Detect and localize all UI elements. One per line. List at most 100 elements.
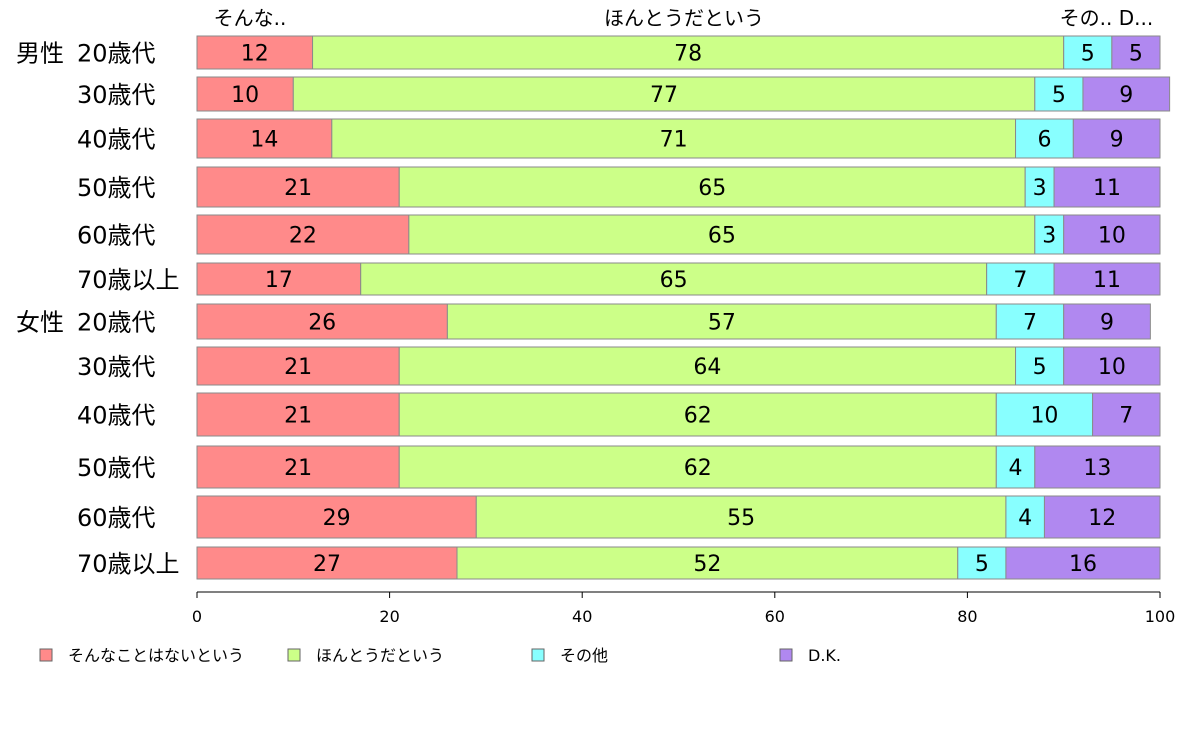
bar-segment bbox=[292, 76, 1036, 112]
bar-segment bbox=[1053, 262, 1161, 296]
data-label: 9 bbox=[1119, 83, 1133, 108]
bar-segment bbox=[1034, 445, 1161, 489]
bar-segment bbox=[196, 262, 362, 296]
bar-segment bbox=[196, 35, 314, 70]
data-label: 78 bbox=[674, 42, 702, 67]
bar-segment bbox=[1063, 214, 1161, 255]
group-label: 女性 bbox=[16, 309, 64, 337]
bar-segment bbox=[1015, 346, 1065, 386]
data-label: 27 bbox=[313, 552, 341, 577]
data-label: 12 bbox=[1088, 506, 1116, 531]
bar-segment bbox=[398, 392, 997, 437]
legend-swatch bbox=[39, 648, 53, 662]
data-label: 11 bbox=[1093, 176, 1121, 201]
data-label: 10 bbox=[1030, 404, 1058, 429]
data-label: 62 bbox=[684, 404, 712, 429]
data-label: 64 bbox=[693, 355, 721, 380]
bar-segment bbox=[475, 495, 1007, 539]
x-tick-label: 0 bbox=[192, 607, 202, 626]
data-label: 26 bbox=[308, 311, 336, 336]
row-label: 50歳代 bbox=[77, 454, 156, 482]
bar-segment bbox=[196, 76, 294, 112]
data-label: 4 bbox=[1018, 506, 1032, 531]
group-label: 男性 bbox=[16, 40, 64, 68]
data-label: 10 bbox=[1098, 355, 1126, 380]
row-label: 70歳以上 bbox=[77, 266, 180, 294]
bar-segment bbox=[196, 495, 477, 539]
row-label: 30歳代 bbox=[77, 353, 156, 381]
bar-segment bbox=[196, 214, 410, 255]
bar-segment bbox=[196, 303, 448, 340]
row-label: 70歳以上 bbox=[77, 550, 180, 578]
bar-segment bbox=[312, 35, 1065, 70]
data-label: 5 bbox=[975, 552, 989, 577]
data-label: 7 bbox=[1023, 311, 1037, 336]
data-label: 14 bbox=[250, 128, 278, 153]
legend-label: そんなことはないという bbox=[68, 646, 244, 665]
x-tick-label: 100 bbox=[1145, 607, 1176, 626]
data-label: 22 bbox=[289, 224, 317, 249]
data-label: 57 bbox=[708, 311, 736, 336]
top-label: D... bbox=[1119, 6, 1153, 30]
data-label: 21 bbox=[284, 355, 312, 380]
bar-segment bbox=[196, 546, 458, 580]
data-label: 6 bbox=[1037, 128, 1051, 153]
bar-segment bbox=[1072, 118, 1161, 159]
data-label: 11 bbox=[1093, 268, 1121, 293]
top-label: ほんとうだという bbox=[604, 6, 764, 30]
bar-segment bbox=[1063, 303, 1151, 340]
row-label: 30歳代 bbox=[77, 81, 156, 109]
top-label: その.. bbox=[1060, 6, 1113, 30]
data-label: 12 bbox=[241, 42, 269, 67]
legend-swatch bbox=[287, 648, 301, 662]
data-label: 7 bbox=[1013, 268, 1027, 293]
data-label: 3 bbox=[1033, 176, 1047, 201]
data-label: 9 bbox=[1100, 311, 1114, 336]
legend-swatch bbox=[779, 648, 793, 662]
bar-segment bbox=[398, 166, 1026, 208]
data-label: 7 bbox=[1119, 404, 1133, 429]
bar-segment bbox=[360, 262, 988, 296]
data-label: 13 bbox=[1083, 456, 1111, 481]
data-label: 3 bbox=[1042, 224, 1056, 249]
x-tick-label: 40 bbox=[572, 607, 592, 626]
data-label: 55 bbox=[727, 506, 755, 531]
bar-segment bbox=[1034, 76, 1084, 112]
x-tick-label: 60 bbox=[765, 607, 785, 626]
bar-segment bbox=[196, 166, 400, 208]
bar-segment bbox=[456, 546, 959, 580]
bar-segment bbox=[1063, 35, 1113, 70]
data-label: 4 bbox=[1009, 456, 1023, 481]
bar-segment bbox=[1053, 166, 1161, 208]
data-label: 5 bbox=[1033, 355, 1047, 380]
data-label: 21 bbox=[284, 404, 312, 429]
bar-segment bbox=[1034, 214, 1065, 255]
legend-label: ほんとうだという bbox=[316, 646, 444, 665]
data-label: 65 bbox=[708, 224, 736, 249]
data-label: 65 bbox=[698, 176, 726, 201]
data-label: 52 bbox=[693, 552, 721, 577]
legend-label: その他 bbox=[560, 646, 608, 665]
data-label: 65 bbox=[660, 268, 688, 293]
bar-segment bbox=[196, 445, 400, 489]
top-label: そんな.. bbox=[214, 6, 287, 30]
row-label: 60歳代 bbox=[77, 222, 156, 250]
data-label: 62 bbox=[684, 456, 712, 481]
row-label: 60歳代 bbox=[77, 504, 156, 532]
bar-segment bbox=[196, 346, 400, 386]
data-label: 29 bbox=[323, 506, 351, 531]
data-label: 71 bbox=[660, 128, 688, 153]
data-label: 21 bbox=[284, 456, 312, 481]
data-label: 5 bbox=[1081, 42, 1095, 67]
bar-segment bbox=[957, 546, 1007, 580]
row-label: 40歳代 bbox=[77, 402, 156, 430]
row-label: 50歳代 bbox=[77, 174, 156, 202]
x-tick-label: 20 bbox=[379, 607, 399, 626]
row-label: 20歳代 bbox=[77, 40, 156, 68]
data-label: 17 bbox=[265, 268, 293, 293]
bar-segment bbox=[1043, 495, 1161, 539]
row-label: 20歳代 bbox=[77, 309, 156, 337]
data-label: 5 bbox=[1052, 83, 1066, 108]
data-label: 21 bbox=[284, 176, 312, 201]
